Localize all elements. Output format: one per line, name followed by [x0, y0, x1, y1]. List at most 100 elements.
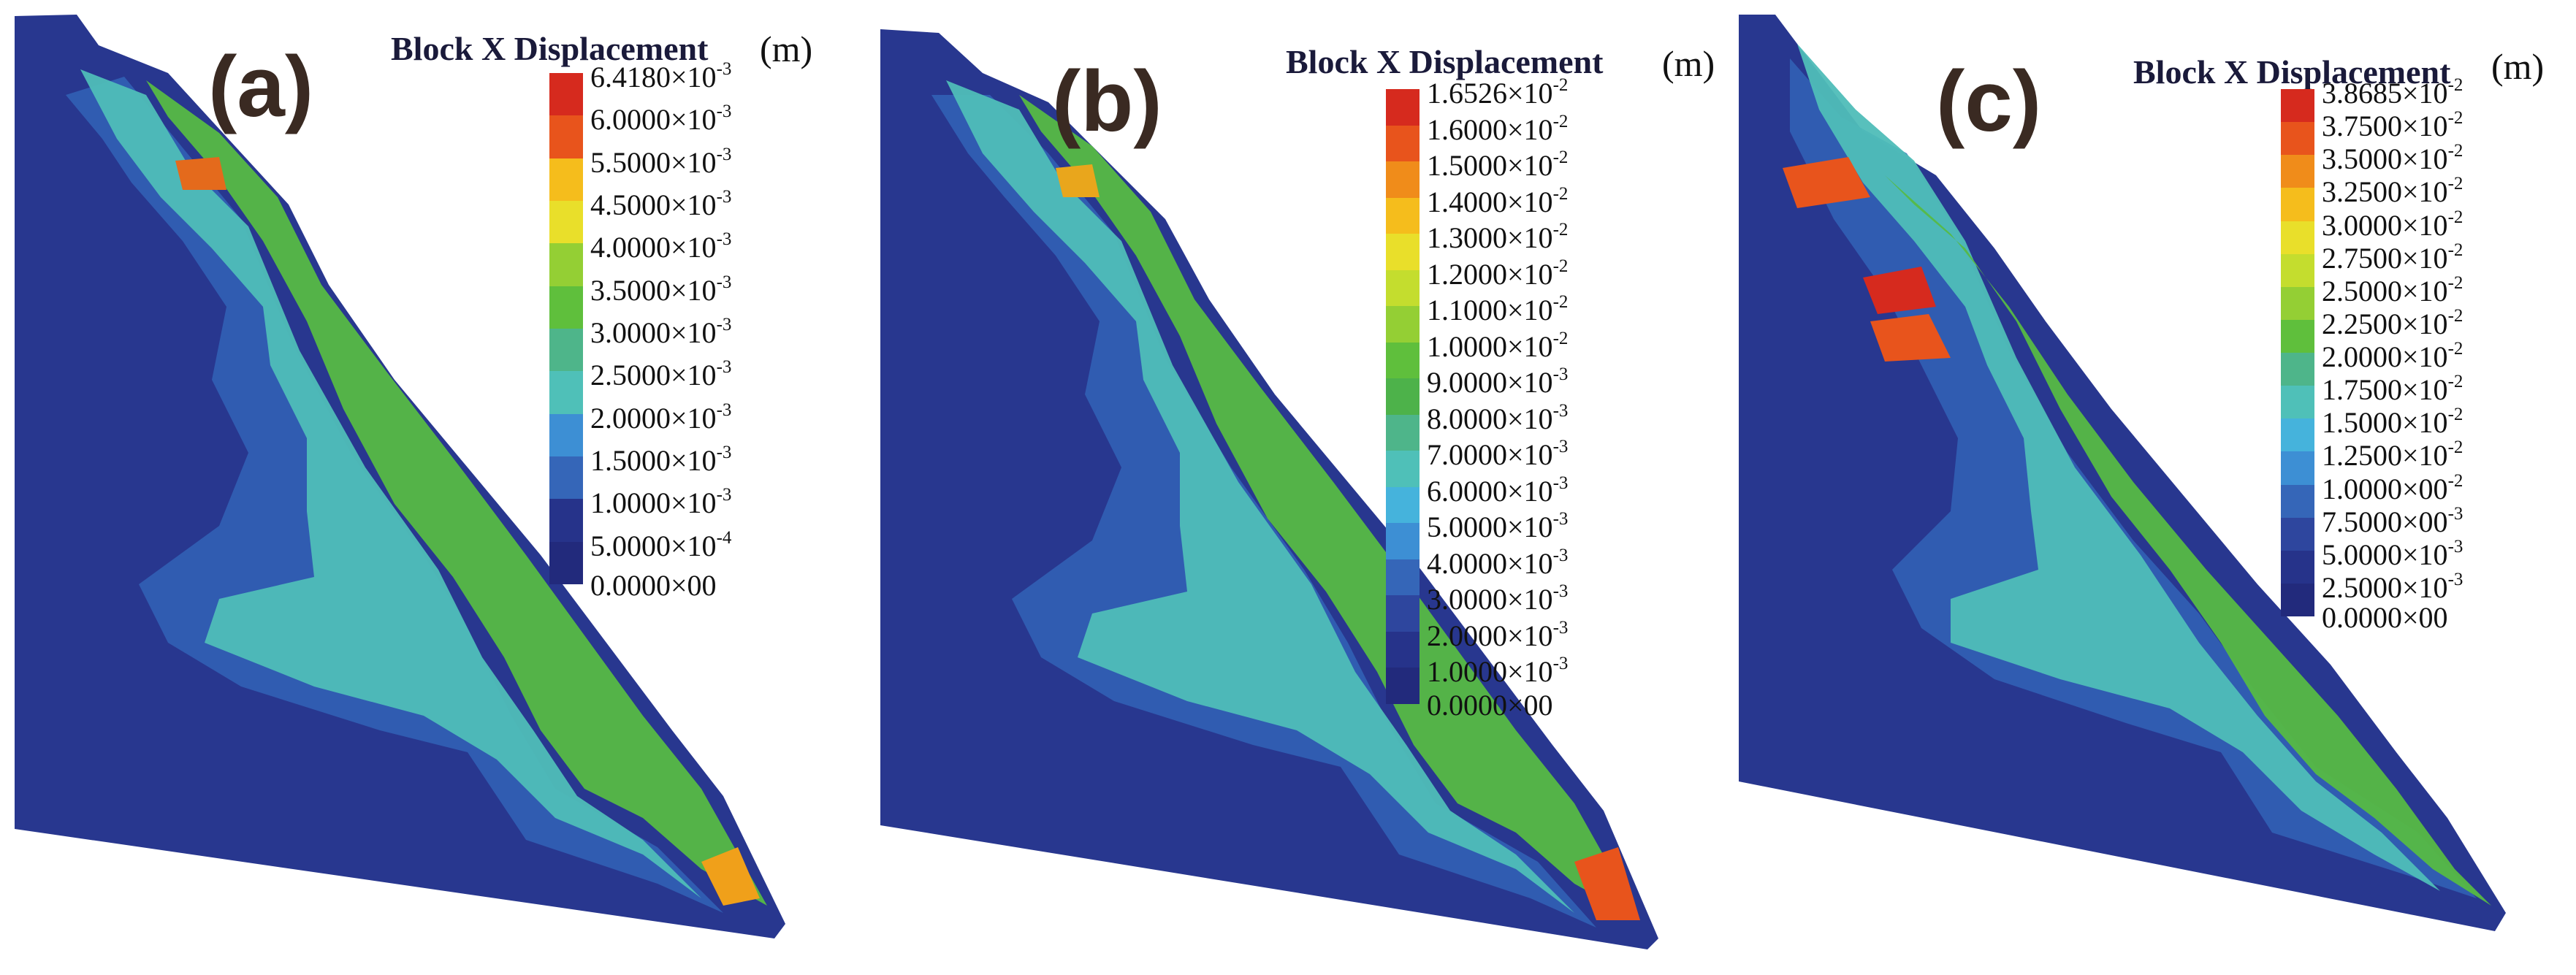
tick-label: 6.4180×10-3	[590, 60, 731, 92]
tick-exponent: -3	[716, 485, 732, 505]
tick-label: 1.0000×10-3	[590, 486, 731, 518]
tick-exponent: -2	[2447, 470, 2463, 491]
tick-mantissa: 7.0000×10	[1427, 438, 1553, 472]
color-scale-segment	[1386, 486, 1420, 524]
displacement-peak-low	[1870, 314, 1951, 362]
panel-a: (a) Block X Displacement (m) 6.4180×10-3…	[0, 0, 858, 975]
tick-mantissa: 5.0000×10	[2322, 538, 2448, 571]
tick-exponent: -3	[1552, 437, 1569, 457]
tick-label: 1.5000×10-3	[590, 443, 731, 475]
color-scale-segment	[2281, 386, 2314, 419]
tick-mantissa: 0.0000×00	[1427, 689, 1553, 722]
tick-mantissa: 5.0000×10	[590, 529, 717, 562]
tick-label: 2.0000×10-3	[1427, 619, 1568, 651]
tick-label: 3.8685×10-2	[2322, 76, 2463, 108]
tick-mantissa: 1.2000×10	[1427, 257, 1553, 291]
tick-exponent: -3	[716, 59, 732, 79]
tick-mantissa: 2.0000×10	[1427, 619, 1553, 652]
legend-title: Block X Displacement	[1286, 43, 1604, 80]
color-scale-segment	[2281, 517, 2314, 551]
tick-mantissa: 5.0000×10	[1427, 511, 1553, 544]
tick-exponent: -3	[1552, 617, 1569, 638]
tick-exponent: -3	[1552, 654, 1569, 674]
tick-label: 1.2000×10-2	[1427, 257, 1568, 289]
tick-mantissa: 2.0000×10	[590, 401, 717, 435]
tick-mantissa: 3.2500×10	[2322, 175, 2448, 209]
tick-mantissa: 1.5000×10	[2322, 406, 2448, 440]
tick-exponent: -2	[1552, 148, 1569, 168]
tick-label: 1.4000×10-2	[1427, 185, 1568, 217]
displacement-peak-toe	[701, 847, 760, 906]
legend-unit: (m)	[760, 28, 813, 69]
color-scale-segment	[1386, 269, 1420, 307]
tick-exponent: -3	[716, 229, 732, 250]
color-scale-segment	[549, 73, 583, 116]
color-scale-segment	[1386, 668, 1420, 704]
displacement-peak	[175, 157, 226, 190]
tick-exponent: -2	[2447, 141, 2463, 161]
panel-label: (c)	[1936, 53, 2042, 150]
legend-unit: (m)	[2491, 46, 2545, 87]
tick-mantissa: 2.0000×10	[2322, 340, 2448, 373]
tick-label: 3.0000×10-3	[590, 316, 731, 348]
tick-label: 6.0000×10-3	[1427, 474, 1568, 506]
displacement-zone-low	[66, 77, 723, 913]
tick-exponent: -2	[1552, 111, 1569, 131]
tick-exponent: -2	[2447, 339, 2463, 359]
color-scale-segment	[549, 243, 583, 286]
tick-mantissa: 1.4000×10	[1427, 185, 1553, 218]
color-scale-segment	[2281, 451, 2314, 485]
color-scale-segment	[2281, 253, 2314, 287]
tick-exponent: -2	[2447, 305, 2463, 326]
color-scale-segment	[549, 286, 583, 329]
tick-exponent: -2	[1552, 256, 1569, 276]
tick-label: 1.6000×10-2	[1427, 112, 1568, 145]
tick-exponent: -3	[716, 443, 732, 462]
color-scale-segment	[2281, 155, 2314, 188]
color-scale-segment	[1386, 234, 1420, 270]
tick-exponent: -3	[2447, 569, 2463, 589]
tick-mantissa: 1.7500×10	[2322, 373, 2448, 407]
tick-label: 1.2500×10-2	[2322, 438, 2463, 470]
tick-label: 1.0000×10-2	[1427, 329, 1568, 362]
tick-mantissa: 3.0000×10	[1427, 583, 1553, 616]
color-scale-segment	[2281, 484, 2314, 518]
color-scale-segment	[549, 200, 583, 244]
tick-mantissa: 5.5000×10	[590, 145, 717, 179]
color-scale-segment	[2281, 286, 2314, 320]
color-scale-segment	[1386, 342, 1420, 379]
color-scale-bar	[2281, 89, 2314, 616]
tick-label: 5.0000×10-3	[1427, 510, 1568, 542]
tick-label: 4.0000×10-3	[590, 230, 731, 262]
tick-label: 2.0000×10-2	[2322, 340, 2463, 372]
tick-label: 0.0000×00	[1427, 691, 1553, 720]
tick-exponent: -3	[1552, 364, 1569, 385]
color-scale-segment	[549, 158, 583, 201]
displacement-peak	[1783, 157, 1870, 208]
tick-exponent: -3	[716, 272, 732, 292]
tick-label: 5.0000×10-4	[590, 529, 731, 561]
tick-mantissa: 1.5000×10	[1427, 149, 1553, 183]
tick-exponent: -3	[716, 357, 732, 378]
tick-mantissa: 1.5000×10	[590, 444, 717, 477]
slope-contour-a	[15, 15, 785, 938]
color-scale-segment	[2281, 319, 2314, 353]
tick-exponent: -4	[716, 527, 732, 548]
tick-exponent: -3	[2447, 536, 2463, 557]
tick-label: 1.1000×10-2	[1427, 293, 1568, 325]
tick-mantissa: 0.0000×00	[2322, 601, 2448, 634]
tick-exponent: -3	[1552, 400, 1569, 421]
tick-label: 2.0000×10-3	[590, 401, 731, 433]
color-scale-segment	[2281, 122, 2314, 156]
color-scale-segment	[549, 115, 583, 158]
tick-label: 7.0000×10-3	[1427, 437, 1568, 470]
tick-exponent: -3	[1552, 545, 1569, 565]
color-scale-segment	[2281, 188, 2314, 221]
tick-mantissa: 4.5000×10	[590, 188, 717, 221]
tick-label: 1.5000×10-2	[1427, 148, 1568, 180]
displacement-zone-mid	[1797, 44, 2440, 891]
tick-mantissa: 2.5000×10	[590, 359, 717, 392]
displacement-peak	[1056, 164, 1100, 197]
color-scale-segment	[1386, 523, 1420, 559]
color-scale-segment	[2281, 353, 2314, 386]
